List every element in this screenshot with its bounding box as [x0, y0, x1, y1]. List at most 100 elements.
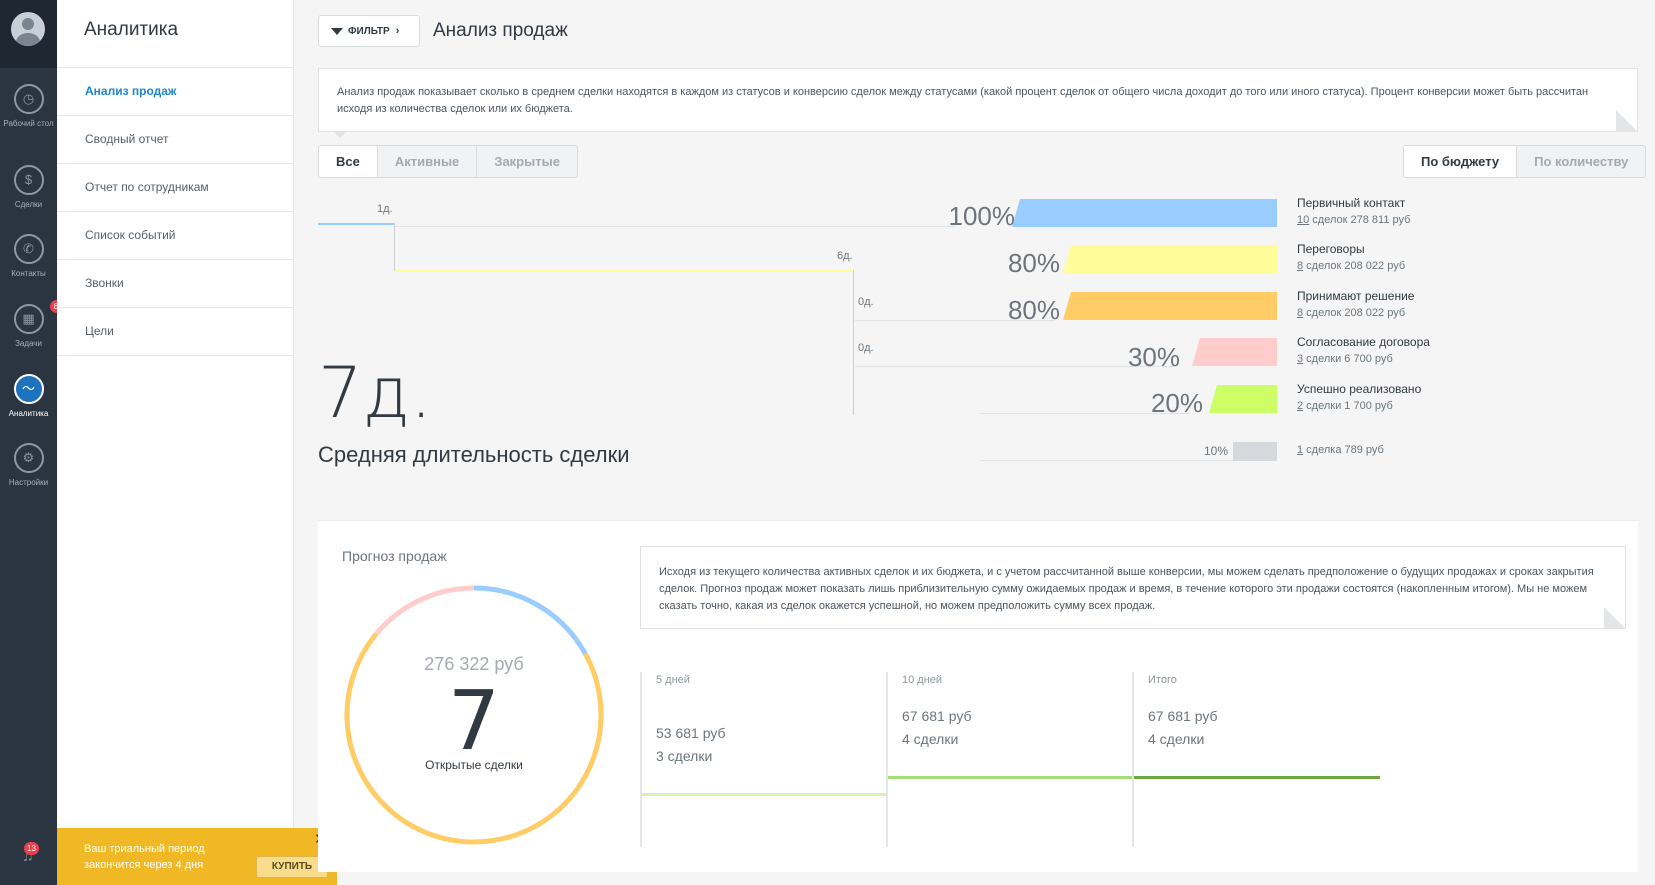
stage-info: Первичный контакт 10 сделок 278 811 руб — [1297, 195, 1410, 229]
stage-info: Переговоры 8 сделок 208 022 руб — [1297, 241, 1405, 275]
duration-line — [394, 270, 854, 272]
stage-info: Успешно реализовано 2 сделки 1 700 руб — [1297, 381, 1421, 415]
conversion-percent: 30% — [1127, 342, 1180, 372]
page-fold — [1616, 110, 1638, 132]
stage-name: Согласование договора — [1297, 335, 1430, 349]
stage-summary: 3 сделки 6 700 руб — [1297, 351, 1430, 368]
tab-closed[interactable]: Закрытые — [494, 154, 560, 169]
stage-amount: сделки 6 700 руб — [1303, 353, 1393, 365]
deals-count-link[interactable]: 1 — [1297, 444, 1304, 456]
nav-label: Задачи — [15, 339, 42, 348]
stage-summary: 8 сделок 208 022 руб — [1297, 305, 1414, 322]
tasks-icon: ▦ 8 — [13, 300, 63, 334]
conversion-percent: 80% — [1007, 248, 1060, 278]
nav-item-contacts[interactable]: ✆ Контакты — [0, 234, 57, 278]
user-avatar[interactable] — [11, 12, 45, 46]
deals-icon: $ — [13, 165, 44, 195]
forecast-amount: 67 681 руб — [902, 708, 972, 724]
stage-info: 1 сделка 789 руб — [1297, 442, 1384, 459]
duration-line — [318, 223, 395, 225]
chevron-right-icon: › — [395, 25, 400, 37]
forecast-amount: 53 681 руб — [656, 725, 726, 741]
forecast-deals: 4 сделки — [1148, 731, 1205, 747]
sidebar-item-goals[interactable]: Цели — [57, 308, 294, 356]
forecast-title: Прогноз продаж — [342, 548, 447, 564]
sidebar-item-sales-analysis[interactable]: Анализ продаж — [57, 68, 294, 116]
nav-item-tasks[interactable]: ▦ 8 Задачи — [0, 300, 63, 348]
tab-active[interactable]: Активные — [378, 146, 478, 177]
sidebar-item-employee-report[interactable]: Отчет по сотрудникам — [57, 164, 294, 212]
sidebar-item-events[interactable]: Список событий — [57, 212, 294, 260]
nav-label: Контакты — [11, 269, 46, 278]
stage-duration: 6д. — [837, 250, 853, 262]
ring-segment — [473, 585, 588, 656]
filter-button[interactable]: ФИЛЬТР › — [318, 15, 420, 47]
bar-cut — [1191, 338, 1200, 366]
dashboard-icon: ◷ — [13, 84, 44, 114]
tab-all[interactable]: Все — [319, 146, 378, 177]
tab-by-count[interactable]: По количеству — [1534, 154, 1629, 169]
forecast-column-5-days: 5 дней 53 681 руб 3 сделки — [640, 672, 888, 847]
nav-label: Рабочий стол — [3, 119, 54, 128]
nav-item-analytics[interactable]: 〜 Аналитика — [0, 374, 57, 418]
info-text: Анализ продаж показывает сколько в средн… — [337, 86, 1589, 115]
forecast-period: Итого — [1148, 674, 1177, 686]
trial-text: Ваш триальный период закончится через 4 … — [84, 841, 254, 873]
note-tail — [333, 131, 347, 138]
status-filter-tabs: Все Активные Закрытые — [318, 145, 578, 178]
nav-item-dashboard[interactable]: ◷ Рабочий стол — [0, 84, 57, 128]
forecast-info-note: Исходя из текущего количества активных с… — [640, 546, 1626, 629]
stage-duration: 0д. — [858, 342, 874, 354]
sidebar-item-summary-report[interactable]: Сводный отчет — [57, 116, 294, 164]
forecast-deals: 3 сделки — [656, 748, 713, 764]
deals-count-link[interactable]: 8 — [1297, 307, 1304, 319]
funnel-bar — [1233, 442, 1277, 461]
bar-cut — [1012, 199, 1020, 227]
guide-line — [980, 413, 1190, 414]
stage-info: Согласование договора 3 сделки 6 700 руб — [1297, 334, 1430, 368]
forecast-column-total: Итого 67 681 руб 4 сделки — [1132, 672, 1380, 847]
forecast-values: 67 681 руб 4 сделки — [902, 705, 972, 751]
deals-count-link[interactable]: 3 — [1297, 353, 1304, 365]
notifications-badge: 13 — [24, 842, 39, 855]
bar-cut — [1063, 245, 1072, 273]
notifications-bell-icon[interactable]: ♫ 13 — [18, 842, 39, 868]
forecast-column-10-days: 10 дней 67 681 руб 4 сделки — [886, 672, 1134, 847]
stage-amount: сделки 1 700 руб — [1303, 400, 1393, 412]
forecast-deals: 4 сделки — [902, 731, 959, 747]
divider — [57, 67, 294, 68]
guide-line — [980, 460, 1240, 461]
nav-label: Настройки — [8, 478, 49, 487]
stage-name: Принимают решение — [1297, 289, 1415, 303]
stage-name: Переговоры — [1297, 242, 1365, 256]
stage-summary: 1 сделка 789 руб — [1297, 442, 1384, 459]
left-navigation: ◷ Рабочий стол $ Сделки ✆ Контакты ▦ 8 За… — [0, 0, 63, 885]
analytics-sidebar: Аналитика Анализ продаж Сводный отчет От… — [57, 0, 294, 885]
deals-count-link[interactable]: 10 — [1297, 214, 1310, 226]
stage-summary: 10 сделок 278 811 руб — [1297, 212, 1410, 229]
duration-connector — [853, 270, 854, 415]
funnel-bar — [1063, 292, 1277, 320]
duration-connector — [394, 223, 395, 271]
sidebar-item-calls[interactable]: Звонки — [57, 260, 294, 308]
trial-banner: Ваш триальный период закончится через 4 … — [57, 828, 337, 885]
conversion-percent: 80% — [1007, 295, 1060, 325]
nav-label: Сделки — [14, 200, 43, 209]
forecast-amount: 276 322 руб — [424, 654, 524, 674]
info-note: Анализ продаж показывает сколько в средн… — [318, 68, 1638, 138]
forecast-level-line — [1134, 776, 1380, 779]
nav-item-deals[interactable]: $ Сделки — [0, 165, 57, 209]
forecast-level-line — [888, 776, 1134, 779]
tab-by-budget[interactable]: По бюджету — [1404, 146, 1518, 177]
conversion-percent: 100% — [948, 201, 1016, 231]
deals-count-link[interactable]: 2 — [1297, 400, 1304, 412]
forecast-info-text: Исходя из текущего количества активных с… — [659, 566, 1594, 612]
ring-segment — [374, 585, 475, 636]
page-fold — [1604, 607, 1626, 629]
forecast-values: 67 681 руб 4 сделки — [1148, 705, 1218, 751]
stage-duration: 1д. — [377, 203, 393, 215]
analytics-icon: 〜 — [13, 374, 44, 404]
nav-item-settings[interactable]: ⚙ Настройки — [0, 443, 57, 487]
deals-count-link[interactable]: 8 — [1297, 260, 1304, 272]
tasks-glyph: ▦ — [22, 311, 35, 326]
